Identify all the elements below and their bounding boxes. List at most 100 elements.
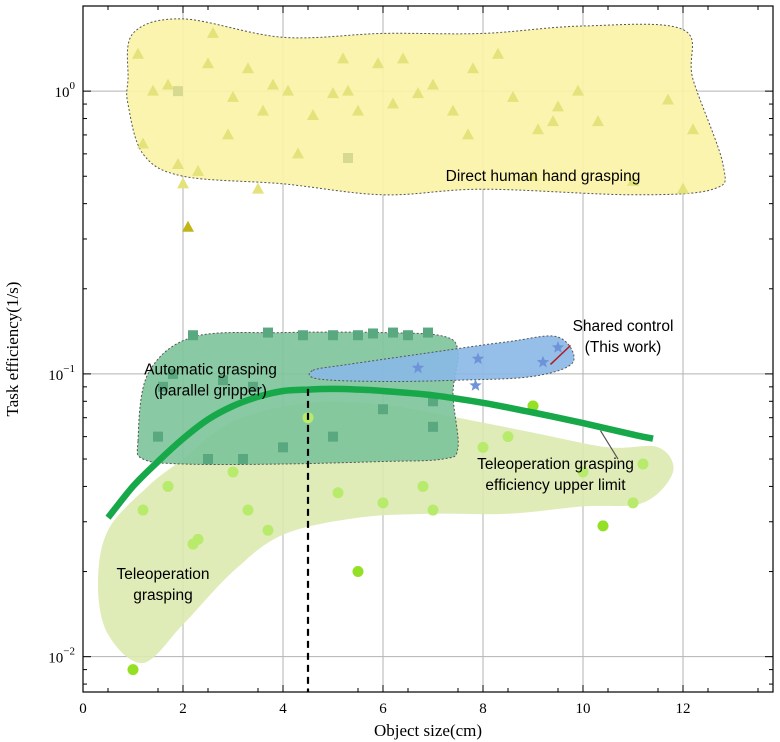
triangle-marker	[447, 104, 459, 116]
region-label: Teleoperation grasping	[477, 456, 634, 473]
triangle-marker	[552, 100, 564, 112]
square-marker	[173, 86, 183, 97]
square-marker	[168, 368, 178, 379]
square-marker	[238, 454, 248, 465]
region-area	[126, 18, 726, 196]
circle-marker	[262, 524, 274, 536]
triangle-marker	[192, 164, 204, 176]
triangle-marker	[462, 128, 474, 140]
triangle-marker	[202, 57, 214, 69]
region-label: Automatic grasping	[144, 362, 277, 379]
square-marker	[328, 431, 338, 442]
circle-marker	[137, 504, 149, 516]
x-tick-label: 4	[279, 701, 287, 717]
triangle-marker	[242, 62, 254, 74]
triangle-marker	[227, 90, 239, 102]
x-tick-label: 12	[676, 701, 691, 717]
x-tick-label: 10	[576, 701, 591, 717]
triangle-marker	[257, 104, 269, 116]
x-tick-label: 2	[179, 701, 187, 717]
star-marker	[411, 361, 425, 374]
triangle-marker	[662, 93, 674, 105]
region-area	[98, 401, 674, 664]
plot-frame	[82, 5, 774, 693]
circle-marker	[242, 504, 254, 516]
square-marker	[203, 454, 213, 465]
triangle-marker	[182, 220, 194, 232]
triangle-marker	[327, 87, 339, 99]
circle-marker	[637, 458, 649, 470]
x-tick-label: 0	[79, 701, 87, 717]
region-labels: Direct human hand grasping Automatic gras…	[116, 168, 673, 604]
triangle-marker	[627, 174, 639, 186]
triangle-marker	[412, 87, 424, 99]
square-marker	[423, 327, 433, 338]
square-marker	[218, 375, 228, 386]
circle-marker	[502, 431, 514, 443]
triangle-marker	[307, 108, 319, 120]
triangle-marker	[492, 47, 504, 59]
shared-control-pointer	[549, 344, 572, 365]
square-marker	[153, 431, 163, 442]
star-marker	[471, 352, 485, 365]
square-marker	[343, 153, 353, 164]
region-label: (parallel gripper)	[154, 383, 267, 400]
data-points	[127, 26, 699, 676]
triangle-marker	[397, 52, 409, 64]
y-axis-title: Task efficiency(1/s)	[3, 282, 22, 417]
triangle-marker	[467, 62, 479, 74]
circle-marker	[577, 466, 589, 478]
triangle-marker	[677, 182, 689, 194]
circle-marker	[417, 480, 429, 492]
triangle-marker	[352, 104, 364, 116]
square-marker	[388, 327, 398, 338]
x-tick-label: 8	[479, 701, 487, 717]
y-tick-label: 10−1	[48, 363, 75, 384]
square-marker	[158, 381, 168, 392]
circle-marker	[352, 566, 364, 578]
region-label: Teleoperation	[116, 566, 209, 583]
triangle-marker	[342, 84, 354, 96]
triangle-marker	[172, 158, 184, 170]
square-marker	[328, 330, 338, 341]
square-marker	[188, 330, 198, 341]
star-marker	[469, 379, 482, 391]
y-tick-label: 100	[55, 80, 76, 101]
square-marker	[353, 330, 363, 341]
shared-control-label: Shared control	[573, 318, 674, 335]
triangle-marker	[267, 78, 279, 90]
star-marker	[551, 341, 565, 353]
region-label: Direct human hand grasping	[446, 168, 641, 185]
triangle-marker	[162, 78, 174, 90]
triangle-marker	[572, 84, 584, 96]
circle-marker	[162, 480, 174, 492]
triangle-marker	[532, 123, 544, 135]
region-label: efficiency upper limit	[485, 477, 626, 494]
triangle-marker	[387, 97, 399, 109]
circle-marker	[227, 466, 239, 478]
upper-limit-curve	[105, 385, 654, 520]
triangle-marker	[137, 137, 149, 149]
square-marker	[298, 330, 308, 341]
triangle-marker	[507, 90, 519, 102]
regions	[98, 18, 726, 664]
triangle-marker	[527, 169, 539, 181]
square-marker	[248, 381, 258, 392]
star-marker	[536, 355, 550, 368]
circle-marker	[377, 497, 389, 509]
triangle-marker	[147, 84, 159, 96]
triangle-marker	[687, 123, 699, 135]
x-axis-title: Object size(cm)	[374, 721, 482, 740]
triangle-marker	[372, 57, 384, 69]
upper-limit-pointer	[599, 430, 619, 460]
square-marker	[368, 328, 378, 339]
square-marker	[378, 404, 388, 415]
overlay	[105, 385, 654, 692]
circle-marker	[597, 520, 609, 532]
circle-marker	[477, 441, 489, 453]
triangle-marker	[207, 26, 219, 38]
triangle-marker	[427, 78, 439, 90]
circle-marker	[127, 664, 139, 676]
triangle-marker	[252, 182, 264, 194]
